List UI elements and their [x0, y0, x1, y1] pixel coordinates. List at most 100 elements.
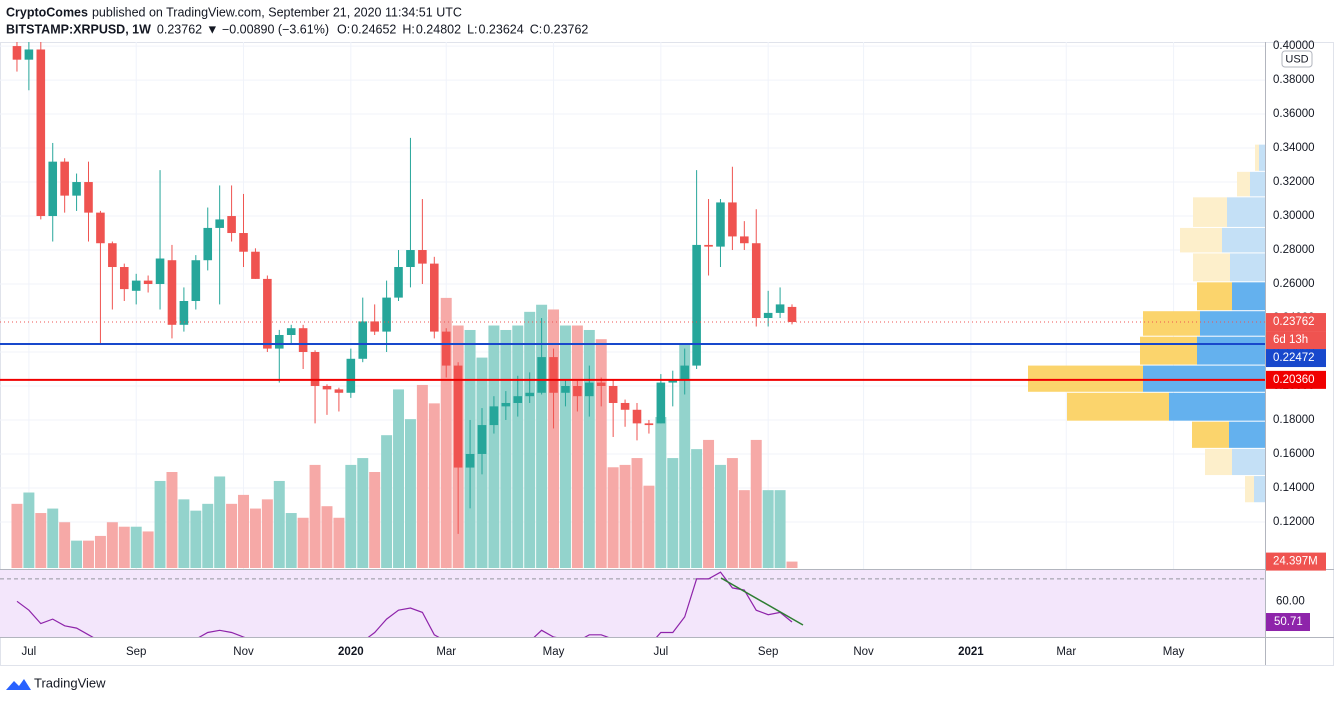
logo-icon: [6, 679, 31, 690]
x-tick-label: Nov: [233, 646, 254, 658]
profile-down: [1140, 336, 1197, 365]
published: published on TradingView.com, September …: [92, 5, 462, 19]
candle-body: [418, 250, 427, 264]
candles: [0, 42, 1265, 534]
candle-body: [453, 365, 463, 468]
volume-bar: [94, 535, 106, 568]
volume-bar: [655, 417, 667, 568]
volume-bar: [738, 490, 750, 568]
price-line-label: 0.20360: [1273, 374, 1315, 386]
profile-down: [1193, 197, 1227, 227]
x-tick-label: 2021: [958, 646, 984, 658]
candle-body: [525, 392, 534, 397]
rsi: [0, 571, 1265, 637]
rsi-label-box: [1266, 613, 1310, 632]
volume-bar: [238, 494, 249, 568]
profile-up: [1197, 336, 1265, 365]
y-tick-label: 0.16000: [1273, 448, 1315, 460]
ohlc-label: C:: [530, 22, 543, 36]
profile-down: [1028, 365, 1143, 392]
footer-logo: TradingView: [6, 675, 106, 690]
candle-body: [334, 389, 344, 393]
volume-bar: [23, 492, 35, 568]
last-price-label: 0.23762: [1273, 316, 1315, 328]
volume-bar: [59, 522, 71, 568]
profile-down: [1205, 448, 1232, 476]
volume-bar: [416, 384, 428, 568]
trend-line: [720, 577, 804, 626]
candle-body: [322, 385, 332, 390]
profile-up: [1143, 365, 1265, 392]
header: CryptoComes published on TradingView.com,…: [6, 5, 588, 36]
candle-body: [489, 406, 499, 426]
x-tick-label: 2020: [338, 646, 364, 658]
y-tick-label: 0.32000: [1273, 176, 1315, 188]
candle-body: [155, 258, 165, 285]
volume-bar: [130, 526, 142, 568]
volume-bar: [309, 464, 321, 568]
volume-bar: [571, 325, 583, 568]
volume-bar: [321, 506, 333, 568]
candle-body: [36, 49, 46, 217]
volume-bar: [11, 503, 23, 568]
symbol: BITSTAMP:XRPUSD, 1W: [6, 22, 151, 36]
y-tick-label: 0.28000: [1273, 244, 1315, 256]
candle-body: [239, 233, 248, 252]
candle-body: [406, 250, 415, 268]
candle-body: [537, 357, 546, 393]
candle-body: [263, 278, 272, 349]
candle-body: [740, 236, 749, 244]
candle-body: [394, 267, 403, 298]
candle-body: [274, 334, 284, 349]
candle-body: [143, 280, 153, 285]
candle-body: [716, 202, 725, 247]
volume-bar: [643, 485, 655, 568]
volume-bar: [619, 464, 631, 568]
ohlc-value: 0.24802: [416, 22, 461, 36]
y-tick-label: 0.12000: [1273, 516, 1315, 528]
candle-body: [632, 409, 642, 424]
candle-body: [751, 243, 761, 319]
ohlc-value: 0.23762: [543, 22, 588, 36]
volume: [11, 297, 798, 568]
profile-up: [1259, 144, 1265, 171]
profile-down: [1245, 476, 1254, 503]
volume-bar: [381, 435, 393, 568]
candle-body: [251, 251, 260, 279]
price-line-label-box: [1266, 349, 1326, 368]
volume-bar: [393, 389, 405, 568]
volume-bar: [226, 503, 238, 568]
profile-down: [1067, 392, 1169, 421]
profile-up: [1232, 282, 1265, 311]
profile-down: [1193, 253, 1230, 282]
volume-bar: [607, 467, 619, 568]
profile-up: [1250, 171, 1265, 197]
volume-bar: [726, 458, 738, 568]
volume-bar: [106, 522, 118, 568]
profile-down: [1237, 171, 1250, 197]
profile-down: [1180, 227, 1222, 253]
candle-body: [60, 161, 69, 196]
x-tick-label: Mar: [436, 646, 456, 658]
countdown-box: [1266, 331, 1326, 350]
volume-bar: [524, 311, 536, 568]
candle-body: [787, 306, 797, 323]
candle-body: [501, 402, 511, 407]
volume-bar: [357, 458, 369, 568]
x-tick-label: Nov: [853, 646, 874, 658]
y-tick-label: 0.36000: [1273, 108, 1315, 120]
ohlc-value: 0.24652: [351, 22, 396, 36]
x-tick-label: Jul: [653, 646, 668, 658]
x-tick-label: Mar: [1056, 646, 1076, 658]
x-tick-label: Sep: [126, 646, 146, 658]
y-tick-label: 0.38000: [1273, 74, 1315, 86]
volume-bar: [71, 540, 83, 568]
volume-bar: [142, 531, 154, 568]
candle-body: [370, 321, 379, 332]
candle-body: [119, 267, 129, 290]
candle-body: [656, 382, 666, 424]
price-line-label-box: [1266, 370, 1326, 389]
y-tick-label: 0.30000: [1273, 210, 1315, 222]
candle-body: [310, 351, 320, 386]
